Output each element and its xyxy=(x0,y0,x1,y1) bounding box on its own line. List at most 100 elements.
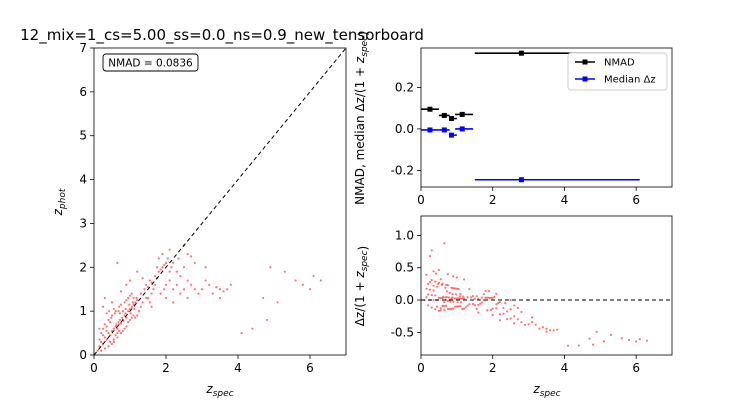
residual-point xyxy=(443,304,446,308)
scatter-point xyxy=(118,305,121,308)
residual-point xyxy=(439,307,442,310)
residual-point xyxy=(468,303,471,306)
scatter-point xyxy=(146,285,150,289)
residual-point xyxy=(446,273,449,276)
residual-point xyxy=(635,340,638,343)
scatter-point xyxy=(100,340,103,343)
residual-point xyxy=(442,295,445,298)
residual-xtick-label: 6 xyxy=(632,361,640,375)
scatter-point xyxy=(103,347,106,350)
residual-point xyxy=(513,315,516,318)
residual-point xyxy=(466,296,469,299)
scatter-point xyxy=(175,270,178,273)
residual-point xyxy=(434,294,437,297)
scatter-point xyxy=(186,296,189,300)
residual-xtick-label: 2 xyxy=(489,361,497,375)
scatter-point xyxy=(190,283,193,286)
residual-point xyxy=(520,321,523,324)
residual-point xyxy=(484,289,487,292)
scatter-point xyxy=(101,334,105,337)
residual-point xyxy=(473,297,476,300)
residual-point xyxy=(427,304,430,307)
residual-point xyxy=(453,305,457,308)
scatter-point xyxy=(120,316,124,319)
scatter-point xyxy=(172,288,175,291)
scatter-point xyxy=(182,288,186,291)
residual-point xyxy=(471,294,475,298)
residual-point xyxy=(425,287,428,290)
scatter-ylabel: zphot xyxy=(51,188,68,216)
scatter-point xyxy=(132,303,135,306)
residual-point xyxy=(450,286,453,289)
scatter-point xyxy=(215,285,218,289)
residual-point xyxy=(502,312,505,315)
scatter-point xyxy=(112,338,115,341)
residual-point xyxy=(482,298,485,302)
residual-ytick-label: -0.5 xyxy=(391,325,414,339)
residual-point xyxy=(531,321,534,324)
scatter-point xyxy=(141,301,144,304)
residual-point xyxy=(458,295,461,298)
residual-point xyxy=(432,298,435,302)
residual-point xyxy=(444,286,447,289)
residual-point xyxy=(445,283,448,286)
scatter-xtick-label: 2 xyxy=(162,361,170,375)
residual-panel: 0 2 4 6 -0.5 0.0 0.5 1.0 zspec Δz/(1 + zspec) xyxy=(353,215,673,399)
residual-point xyxy=(486,296,489,299)
scatter-point xyxy=(136,314,139,317)
scatter-point xyxy=(116,261,119,264)
scatter-point xyxy=(218,288,222,291)
residual-point xyxy=(455,276,458,279)
scatter-point xyxy=(119,303,123,306)
scatter-point xyxy=(125,316,128,319)
residual-point xyxy=(489,296,493,299)
residual-ylabel: Δz/(1 + zspec) xyxy=(353,246,370,326)
scatter-point xyxy=(139,305,142,308)
legend-marker xyxy=(582,59,588,65)
scatter-point xyxy=(121,329,124,332)
scatter-point xyxy=(125,283,128,286)
scatter-point xyxy=(130,292,133,295)
residual-point xyxy=(548,329,552,332)
residual-point xyxy=(495,307,498,310)
residual-point xyxy=(425,296,428,299)
residual-point xyxy=(516,318,519,321)
nmad-panel: 0 2 4 6 -0.2 0.0 0.2 NMAD Median Δz NMAD, median … xyxy=(353,31,673,207)
scatter-point xyxy=(269,266,272,269)
scatter-point xyxy=(123,327,126,330)
scatter-point xyxy=(129,312,132,315)
median-marker xyxy=(518,177,524,183)
scatter-point xyxy=(218,296,222,300)
scatter-point xyxy=(98,345,101,348)
residual-point xyxy=(505,310,509,313)
scatter-point xyxy=(168,279,171,282)
residual-point xyxy=(440,283,443,287)
residual-point xyxy=(445,298,448,302)
residual-point xyxy=(452,307,455,310)
scatter-point xyxy=(155,266,159,269)
residual-point xyxy=(534,323,537,326)
nmad-marker xyxy=(441,112,447,118)
scatter-point xyxy=(128,307,132,311)
residual-point xyxy=(541,326,545,329)
scatter-ytick-label: 1 xyxy=(79,304,87,318)
residual-point xyxy=(531,316,534,319)
scatter-point xyxy=(226,288,229,291)
scatter-point xyxy=(118,329,121,332)
residual-point xyxy=(452,275,455,278)
scatter-point xyxy=(110,316,113,319)
scatter-point xyxy=(175,283,178,286)
scatter-point xyxy=(119,322,123,325)
scatter-point xyxy=(177,257,180,260)
residual-point xyxy=(432,289,435,292)
scatter-point xyxy=(127,310,130,313)
residual-point xyxy=(453,297,457,300)
scatter-point xyxy=(109,340,112,343)
scatter-point xyxy=(101,305,105,308)
residual-point xyxy=(436,305,439,308)
residual-point xyxy=(443,300,446,304)
scatter-point xyxy=(131,301,134,304)
median-marker xyxy=(427,127,433,133)
nmad-marker xyxy=(448,116,454,122)
scatter-point xyxy=(154,274,157,278)
